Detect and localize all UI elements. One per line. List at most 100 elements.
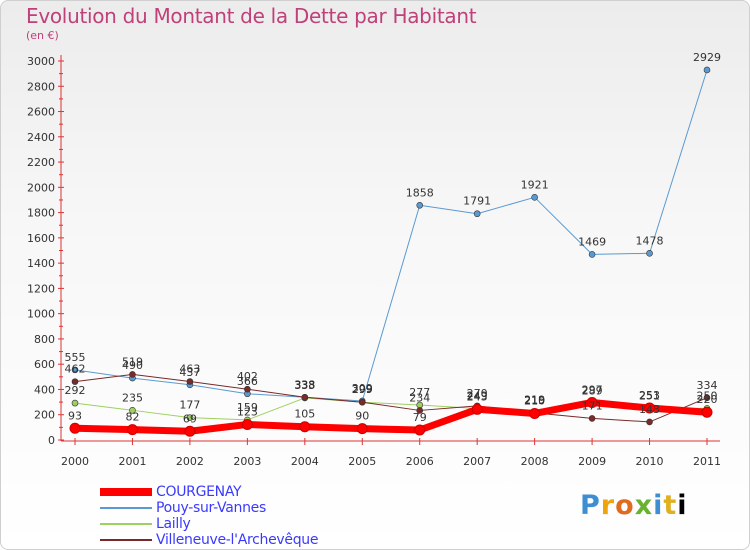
- x-tick-label: 2000: [61, 455, 89, 468]
- legend-swatch-lailly: [100, 523, 152, 525]
- data-label-courgenay: 123: [237, 405, 258, 418]
- data-point-villeneuve-l-archev-que: [71, 378, 79, 385]
- data-label-pouy-sur-vannes: 437: [179, 366, 200, 379]
- y-tick-label: 200: [34, 409, 55, 422]
- legend-label: Lailly: [156, 516, 191, 532]
- data-label-pouy-sur-vannes: 338: [294, 378, 315, 391]
- y-tick-label: 600: [34, 358, 55, 371]
- data-point-courgenay: [586, 396, 598, 408]
- series-line-villeneuve-l-archev-que: [74, 373, 708, 423]
- data-point-villeneuve-l-archev-que: [301, 393, 309, 401]
- data-label-courgenay: 90: [355, 410, 369, 423]
- data-label-lailly: 289: [582, 384, 603, 397]
- data-label-villeneuve-l-archev-que: 519: [122, 355, 143, 368]
- data-label-lailly: 235: [122, 391, 143, 404]
- legend-swatch-villeneuve: [100, 539, 152, 541]
- data-label-lailly: 219: [524, 393, 545, 406]
- y-tick-label: 1400: [27, 257, 55, 270]
- y-tick-label: 1200: [27, 282, 55, 295]
- data-label-lailly: 249: [467, 390, 488, 403]
- data-point-villeneuve-l-archev-que: [358, 398, 366, 406]
- y-tick-label: 0: [48, 434, 55, 447]
- data-point-courgenay: [356, 423, 368, 435]
- data-point-courgenay: [241, 418, 253, 430]
- series-line-pouy-sur-vannes: [74, 69, 708, 402]
- data-point-courgenay: [184, 425, 196, 437]
- data-label-villeneuve-l-archev-que: 234: [409, 391, 430, 404]
- y-tick-label: 1600: [27, 232, 55, 245]
- data-point-courgenay: [126, 424, 138, 436]
- data-point-courgenay: [471, 403, 483, 415]
- data-label-courgenay: 105: [294, 408, 315, 421]
- data-point-pouy-sur-vannes: [703, 66, 711, 74]
- data-point-courgenay: [701, 406, 713, 418]
- data-label-villeneuve-l-archev-que: 270: [467, 387, 488, 400]
- data-point-villeneuve-l-archev-que: [646, 418, 653, 426]
- data-point-courgenay: [69, 422, 81, 434]
- data-point-villeneuve-l-archev-que: [244, 385, 251, 393]
- data-label-courgenay: 79: [413, 411, 427, 424]
- y-tick-label: 3000: [27, 55, 55, 68]
- data-label-lailly: 177: [179, 399, 200, 412]
- legend-label: Villeneuve-l'Archevêque: [156, 532, 319, 548]
- data-label-lailly: 299: [352, 383, 373, 396]
- data-point-courgenay: [299, 421, 311, 433]
- x-tick-label: 2005: [348, 455, 376, 468]
- data-point-lailly: [71, 399, 79, 407]
- legend-swatch-pouy-sur-vannes: [100, 507, 152, 509]
- x-tick-label: 2010: [636, 455, 664, 468]
- data-label-villeneuve-l-archev-que: 462: [65, 363, 86, 376]
- x-tick-label: 2003: [233, 455, 261, 468]
- data-label-courgenay: 82: [125, 411, 139, 424]
- data-label-pouy-sur-vannes: 1858: [406, 186, 434, 199]
- x-tick-label: 2009: [578, 455, 606, 468]
- data-label-courgenay: 210: [524, 394, 545, 407]
- data-label-courgenay: 69: [183, 412, 197, 425]
- data-point-lailly: [186, 414, 194, 421]
- y-tick-label: 2400: [27, 131, 55, 144]
- data-label-courgenay: 93: [68, 409, 82, 422]
- data-label-villeneuve-l-archev-que: 143: [639, 403, 660, 416]
- data-point-villeneuve-l-archev-que: [703, 394, 711, 402]
- legend-label: COURGENAY: [156, 484, 242, 500]
- data-label-pouy-sur-vannes: 490: [122, 359, 143, 372]
- data-label-villeneuve-l-archev-que: 334: [697, 379, 718, 392]
- legend-item-villeneuve: Villeneuve-l'Archevêque: [100, 532, 360, 548]
- data-point-villeneuve-l-archev-que: [129, 371, 136, 378]
- data-point-pouy-sur-vannes: [473, 210, 481, 218]
- chart-subtitle: (en €): [26, 29, 59, 42]
- data-point-pouy-sur-vannes: [588, 251, 596, 258]
- y-tick-label: 2600: [27, 106, 55, 119]
- data-label-pouy-sur-vannes: 1478: [636, 234, 664, 247]
- y-tick-label: 800: [34, 333, 55, 346]
- legend-item-pouy-sur-vannes: Pouy-sur-Vannes: [100, 500, 360, 516]
- data-label-villeneuve-l-archev-que: 299: [352, 383, 373, 396]
- x-tick-label: 2011: [693, 455, 721, 468]
- x-tick-label: 2007: [463, 455, 491, 468]
- data-point-villeneuve-l-archev-que: [588, 415, 596, 422]
- y-tick-label: 2800: [27, 80, 55, 93]
- data-point-courgenay: [414, 424, 426, 436]
- data-label-lailly: 333: [294, 379, 315, 392]
- data-point-pouy-sur-vannes: [416, 201, 424, 209]
- legend-item-courgenay: COURGENAY: [100, 484, 360, 500]
- x-tick-label: 2002: [176, 455, 204, 468]
- x-tick-label: 2004: [291, 455, 319, 468]
- data-label-lailly: 250: [697, 389, 718, 402]
- x-tick-label: 2006: [406, 455, 434, 468]
- legend-item-lailly: Lailly: [100, 516, 360, 532]
- data-label-pouy-sur-vannes: 2929: [693, 51, 721, 64]
- data-point-pouy-sur-vannes: [531, 194, 538, 201]
- proxiti-logo: Proxiti: [580, 490, 688, 521]
- series-line-courgenay: [74, 398, 708, 435]
- data-label-pouy-sur-vannes: 555: [65, 351, 86, 364]
- data-label-courgenay: 253: [639, 389, 660, 402]
- data-label-pouy-sur-vannes: 309: [352, 382, 373, 395]
- data-label-courgenay: 220: [697, 393, 718, 406]
- data-label-villeneuve-l-archev-que: 171: [582, 399, 603, 412]
- data-label-pouy-sur-vannes: 366: [237, 375, 258, 388]
- data-label-pouy-sur-vannes: 1469: [578, 235, 606, 248]
- y-tick-label: 2000: [27, 181, 55, 194]
